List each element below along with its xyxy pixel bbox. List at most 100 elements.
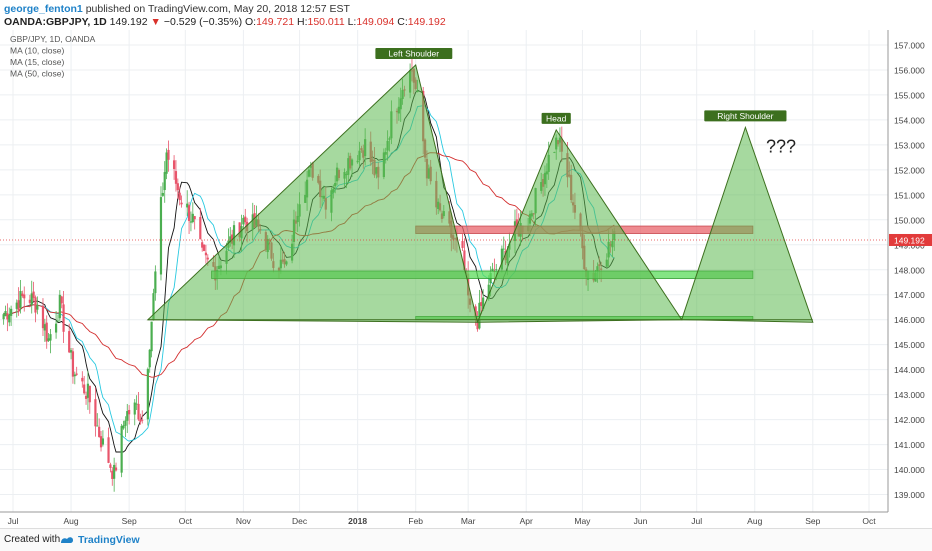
candle-body [32, 291, 35, 298]
tradingview-brand[interactable]: TradingView [78, 534, 140, 546]
x-tick-label: Sep [805, 516, 820, 526]
candle-body [150, 321, 153, 352]
candle-body [232, 225, 236, 246]
pattern-label-bg [704, 110, 787, 122]
y-tick-label: 147.000 [894, 290, 925, 300]
candle-body [141, 419, 144, 421]
candle-body [54, 323, 58, 333]
close-value: 149.192 [407, 16, 446, 28]
candle-body [476, 318, 479, 330]
candle-body [238, 222, 241, 238]
candle-body [152, 293, 155, 321]
candle-body [94, 399, 97, 427]
left-shoulder-triangle [146, 64, 479, 323]
candle-body [128, 409, 131, 415]
candle-body [58, 294, 61, 319]
y-tick-label: 142.000 [894, 415, 925, 425]
x-tick-label: Oct [179, 516, 193, 526]
candle-body [81, 377, 84, 382]
low-label: L: [347, 16, 357, 28]
x-tick-label: Sep [122, 516, 137, 526]
candle-body [120, 425, 123, 473]
symbol-label: OANDA:GBPJPY, 1D [4, 16, 107, 28]
x-tick-label: Dec [292, 516, 308, 526]
candle-body [28, 299, 31, 303]
candle-body [71, 351, 75, 377]
candle-body [186, 203, 189, 208]
candle-body [495, 269, 498, 271]
publish-header: george_fenton1 published on TradingView.… [4, 2, 350, 16]
head-and-shoulders-pattern: Left Shoulder Head Right Shoulder??? [146, 47, 814, 323]
candle-body [101, 438, 105, 445]
x-tick-label: Mar [461, 516, 476, 526]
candle-body [137, 403, 140, 420]
high-label: H: [296, 16, 308, 28]
x-tick-label: Aug [747, 516, 762, 526]
candle-body [172, 160, 176, 170]
close-label: C: [397, 16, 408, 28]
candle-body [84, 395, 88, 399]
candle-body [36, 304, 39, 310]
candle-body [43, 324, 46, 331]
candle-body [154, 271, 157, 294]
candle-body [49, 334, 52, 341]
y-tick-label: 141.000 [894, 440, 925, 450]
candle-body [189, 221, 193, 223]
legend-entry: GBP/JPY, 1D, OANDA [10, 34, 96, 44]
candle-body [114, 467, 118, 471]
candle-body [242, 217, 245, 225]
candle-body [34, 297, 37, 313]
candle-body [161, 192, 164, 196]
pattern-label: Left Shoulder [389, 48, 440, 58]
candle-body [201, 242, 204, 248]
candle-body [163, 172, 166, 191]
legend-entry: MA (15, close) [10, 57, 64, 67]
last-price-label: 149.192 [894, 235, 925, 245]
candle-body [41, 305, 45, 329]
question-annotation: ??? [766, 136, 796, 156]
candle-body [146, 368, 149, 420]
candle-body [165, 152, 168, 174]
last-price-badge [889, 233, 932, 246]
legend-entry: MA (10, close) [10, 46, 64, 56]
candle-body [159, 197, 163, 275]
candle-body [73, 374, 76, 377]
candle-body [111, 470, 114, 479]
right-shoulder-triangle [681, 125, 814, 323]
y-tick-label: 157.000 [894, 40, 925, 50]
candle-body [2, 314, 5, 320]
candle-body [478, 302, 481, 329]
author-name[interactable]: george_fenton1 [4, 3, 83, 15]
price-chart[interactable]: Left Shoulder Head Right Shoulder??? 157.0… [0, 30, 932, 528]
candle-body [83, 384, 86, 394]
y-tick-label: 148.000 [894, 265, 925, 275]
high-value: 150.011 [307, 16, 345, 28]
y-tick-label: 143.000 [894, 390, 925, 400]
candle-body [4, 311, 7, 316]
x-tick-label: Jul [691, 516, 702, 526]
pattern-label: Right Shoulder [717, 111, 773, 121]
candle-body [515, 219, 518, 227]
candle-body [62, 304, 65, 332]
candle-body [107, 437, 110, 463]
candle-body [502, 248, 505, 250]
candle-body [10, 308, 13, 316]
candle-body [229, 236, 232, 243]
candle-body [47, 338, 50, 341]
candle-body [204, 252, 208, 256]
candle-body [69, 350, 73, 353]
y-tick-label: 151.000 [894, 190, 925, 200]
candle-body [96, 425, 99, 427]
y-tick-label: 146.000 [894, 315, 925, 325]
candle-body [122, 425, 125, 429]
footer: Created with TradingView [0, 528, 932, 551]
candle-body [56, 320, 60, 322]
candle-body [15, 302, 18, 309]
y-tick-label: 144.000 [894, 365, 925, 375]
pattern-label-bg [375, 47, 453, 59]
candle-body [124, 420, 127, 426]
candle-body [480, 302, 483, 306]
y-tick-label: 154.000 [894, 115, 925, 125]
candle-body [126, 411, 129, 421]
candle-body [23, 294, 26, 299]
